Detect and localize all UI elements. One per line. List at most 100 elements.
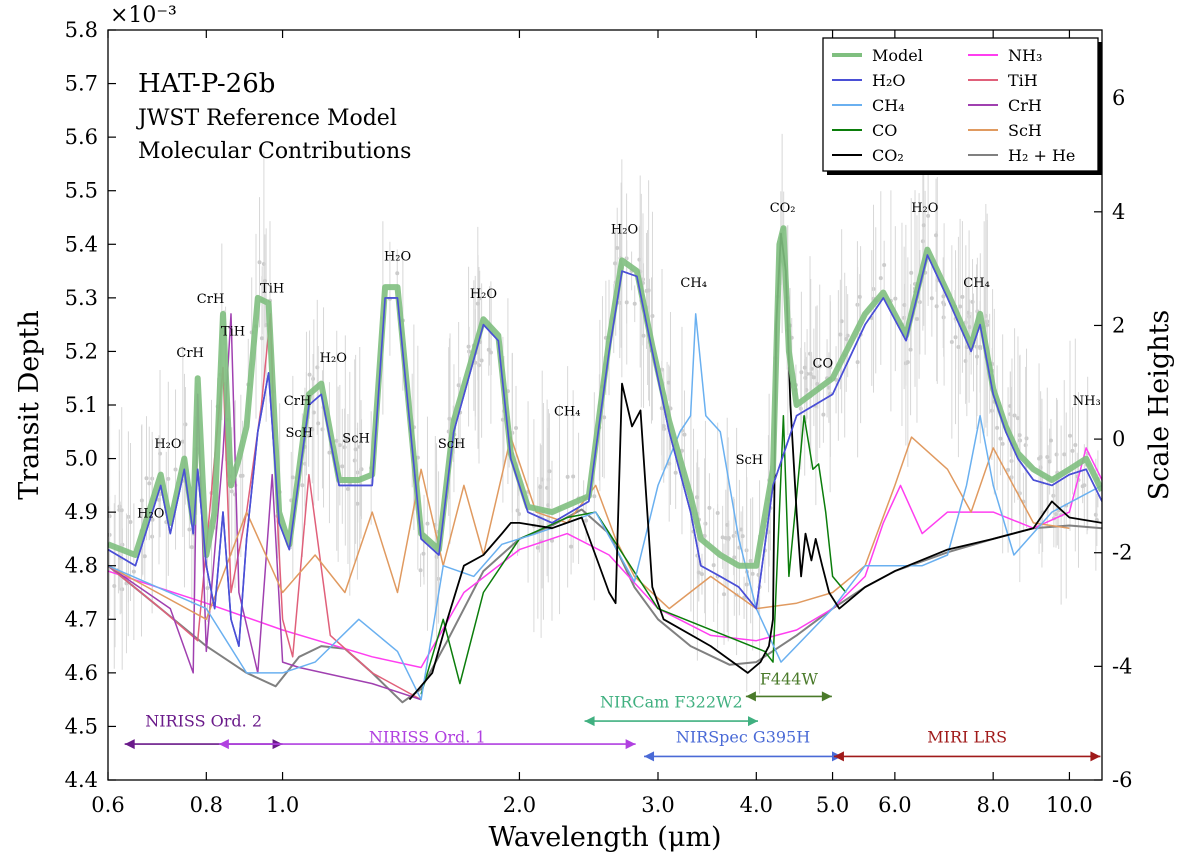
data-point <box>650 314 655 319</box>
data-point <box>615 246 620 251</box>
legend-label-h2o: H₂O <box>872 71 905 90</box>
data-point <box>707 505 712 510</box>
feature-label: ScH <box>736 453 764 468</box>
y-tick-label: 5.3 <box>65 286 98 310</box>
data-point <box>838 332 843 337</box>
data-point <box>725 522 730 527</box>
data-point <box>316 421 321 426</box>
data-point <box>682 432 687 437</box>
data-point <box>569 544 574 549</box>
legend: Model H₂O CH₄ CO CO₂ NH₃ TiH CrH ScH H₂ + He <box>822 37 1102 175</box>
data-point <box>229 489 234 494</box>
x-tick-label: 10.0 <box>1046 793 1093 817</box>
data-point <box>978 344 983 349</box>
data-point <box>1048 438 1053 443</box>
data-point <box>855 360 860 365</box>
data-point <box>166 476 171 481</box>
data-point <box>882 263 887 268</box>
data-point <box>637 257 642 262</box>
data-point <box>722 592 727 597</box>
data-point <box>1015 416 1020 421</box>
data-point <box>914 316 919 321</box>
y-tick-label: 5.7 <box>65 72 98 96</box>
data-point <box>953 335 958 340</box>
y-tick-label: 4.6 <box>65 661 98 685</box>
data-point <box>340 464 345 469</box>
data-point <box>632 301 637 306</box>
y-tick-label: 5.4 <box>65 232 98 256</box>
instrument-range-label: NIRSpec G395H <box>676 728 810 747</box>
data-point <box>311 376 316 381</box>
y2-tick-label: -2 <box>1112 541 1132 565</box>
chart-subtitle-line-2: Molecular Contributions <box>138 139 411 164</box>
series-line-co <box>420 414 847 695</box>
y-tick-label: 4.9 <box>65 500 98 524</box>
data-point <box>355 501 360 506</box>
data-point <box>1094 517 1099 522</box>
data-point <box>732 555 737 560</box>
data-point <box>995 425 1000 430</box>
data-point <box>156 497 161 502</box>
data-point <box>960 294 965 299</box>
data-point <box>147 481 152 486</box>
x-tick-label: 6.0 <box>878 793 911 817</box>
data-point <box>1067 433 1072 438</box>
data-point <box>941 294 946 299</box>
data-point <box>702 533 707 538</box>
x-tick-label: 2.0 <box>503 793 536 817</box>
data-point <box>425 521 430 526</box>
feature-label: H₂O <box>154 437 181 452</box>
legend-label-co2: CO₂ <box>872 146 904 165</box>
data-point <box>926 213 931 218</box>
data-point <box>300 483 305 488</box>
legend-label-ch4: CH₄ <box>872 96 905 115</box>
data-point <box>1051 493 1056 498</box>
y-tick-label: 5.8 <box>65 18 98 42</box>
data-point <box>748 558 753 563</box>
instrument-arrow-right <box>625 739 636 750</box>
data-point <box>1017 433 1022 438</box>
feature-label: ScH <box>438 437 466 452</box>
y2-tick-label: -6 <box>1112 768 1132 792</box>
y2-axis-label: Scale Heights <box>1144 310 1175 500</box>
y-tick-label: 5.6 <box>65 125 98 149</box>
instrument-range-label: F444W <box>760 670 819 689</box>
instrument-range-label: NIRISS Ord. 2 <box>145 711 262 730</box>
data-point <box>878 276 883 281</box>
data-point <box>187 527 192 532</box>
y2-tick-label: -4 <box>1112 654 1132 678</box>
data-point <box>1062 452 1067 457</box>
data-point <box>739 527 744 532</box>
data-point <box>139 498 144 503</box>
x-tick-label: 8.0 <box>976 793 1009 817</box>
data-point <box>473 360 478 365</box>
data-point <box>808 371 813 376</box>
legend-label-tih: TiH <box>1008 71 1038 90</box>
instrument-arrow-right <box>821 691 832 702</box>
feature-label: TiH <box>260 282 284 297</box>
data-point <box>307 372 312 377</box>
data-point <box>942 302 947 307</box>
data-point <box>290 475 295 480</box>
data-point <box>821 412 826 417</box>
y-tick-label: 5.0 <box>65 447 98 471</box>
data-point <box>447 416 452 421</box>
data-point <box>967 314 972 319</box>
feature-label: H₂O <box>137 507 164 522</box>
instrument-arrow-left <box>745 691 756 702</box>
y-tick-label: 5.1 <box>65 393 98 417</box>
series-layer <box>108 225 1102 704</box>
data-point <box>802 365 807 370</box>
instrument-ranges-layer: NIRISS Ord. 2 NIRISS Ord. 1 NIRCam F322W2 F… <box>124 670 1101 762</box>
data-point <box>844 336 849 341</box>
instrument-arrow-left <box>218 739 229 750</box>
y2-tick-label: 6 <box>1112 86 1125 110</box>
data-point <box>815 381 820 386</box>
data-point <box>811 375 816 380</box>
data-point <box>956 345 961 350</box>
data-point <box>934 304 939 309</box>
data-point <box>974 354 979 359</box>
y-axis-left: 4.4 4.5 4.6 4.7 4.8 4.9 5.0 5.1 5.2 5.3 5.4 5.5 5.6 5… <box>65 18 116 792</box>
instrument-arrow-right <box>1090 751 1101 762</box>
